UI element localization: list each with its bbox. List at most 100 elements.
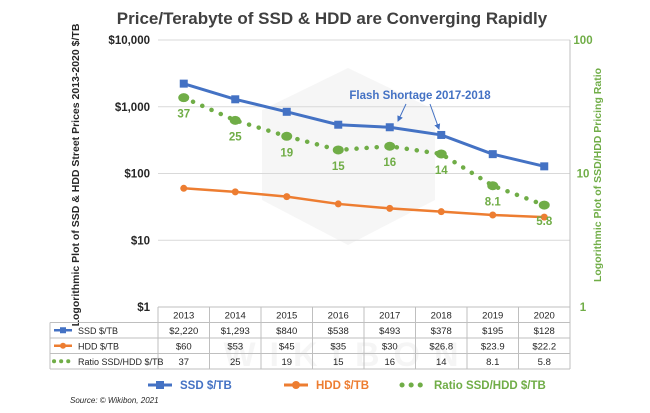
y2-tick-label: 1 — [580, 302, 587, 314]
x-category-label: 2016 — [328, 311, 349, 322]
table-cell: 14 — [436, 357, 447, 368]
table-cell: $493 — [379, 326, 400, 337]
ratio-point — [384, 141, 396, 151]
annotation-label: Flash Shortage 2017-2018 — [349, 90, 491, 102]
y-tick-label: $10 — [131, 235, 150, 247]
table-cell: 15 — [333, 357, 344, 368]
table-cell: 37 — [178, 357, 189, 368]
ratio-point — [281, 131, 293, 141]
legend-key-ssd-marker — [156, 381, 164, 389]
source-note: Source: © Wikibon, 2021 — [70, 396, 159, 405]
ratio-data-label: 25 — [229, 131, 242, 143]
hdd-point — [386, 204, 394, 212]
wikibon-watermark: WIKIBON — [223, 68, 472, 374]
flash-shortage-annotation: Flash Shortage 2017-2018 — [349, 90, 491, 130]
ssd-point — [385, 123, 394, 132]
ssd-point — [437, 130, 446, 139]
table-row-label: SSD $/TB — [78, 326, 118, 336]
table-cell: $195 — [482, 326, 503, 337]
y2-tick-label: 100 — [573, 35, 592, 47]
series-line-hdd — [183, 187, 545, 219]
table-cell: $45 — [279, 341, 295, 352]
table-cell: 5.8 — [538, 357, 551, 368]
table-cell: 19 — [281, 357, 292, 368]
table-cell: $840 — [276, 326, 297, 337]
table-key-hdd-marker — [60, 342, 66, 349]
table-key-ssd-marker — [60, 327, 66, 334]
ratio-point — [229, 115, 241, 125]
left-axis-ticks: $10,000 $1,000 $100 $10 $1 — [108, 35, 150, 314]
legend-key-hdd-marker — [292, 381, 300, 389]
ratio-point — [538, 200, 550, 210]
annotation-arrow-1 — [397, 103, 407, 122]
table-cell: 8.1 — [486, 357, 499, 368]
x-category-label: 2018 — [431, 311, 452, 322]
x-category-label: 2015 — [276, 311, 297, 322]
hdd-point — [540, 213, 548, 221]
svg-text:WIKIBON: WIKIBON — [223, 336, 472, 374]
legend-label: Ratio SSD/HDD $/TB — [434, 380, 546, 392]
right-axis-ticks: 100 10 1 — [573, 35, 592, 314]
ratio-data-label: 5.8 — [536, 216, 553, 228]
y-tick-label: $10,000 — [108, 35, 150, 47]
ratio-point — [332, 145, 344, 155]
x-category-label: 2017 — [379, 311, 400, 322]
hdd-point — [180, 184, 188, 192]
chart-title: Price/Terabyte of SSD & HDD are Convergi… — [117, 9, 548, 28]
x-category-label: 2014 — [225, 311, 246, 322]
plot-series: 37 25 19 15 16 14 8.1 5.8 — [177, 79, 553, 228]
table-cell: $128 — [534, 326, 555, 337]
ratio-data-label: 37 — [177, 109, 190, 121]
hdd-point — [231, 188, 239, 196]
y2-tick-label: 10 — [577, 169, 590, 181]
table-cell: $60 — [176, 341, 192, 352]
ratio-data-label: 14 — [435, 165, 448, 177]
table-cell: $1,293 — [221, 326, 250, 337]
y-tick-label: $100 — [124, 169, 150, 181]
ratio-data-label: 19 — [280, 147, 293, 159]
hdd-point — [334, 200, 342, 208]
gridlines — [158, 39, 570, 241]
legend-label: HDD $/TB — [316, 380, 369, 392]
table-cell: 25 — [230, 357, 241, 368]
x-category-label: 2020 — [534, 311, 555, 322]
ssd-point — [540, 162, 549, 171]
ssd-point — [179, 79, 188, 88]
table-cell: $538 — [328, 326, 349, 337]
x-category-label: 2013 — [173, 311, 194, 322]
left-axis-label: Logorithmic Plot of SSD & HDD Street Pri… — [70, 23, 82, 326]
y-tick-label: $1,000 — [115, 102, 150, 114]
table-cell: $378 — [431, 326, 452, 337]
hdd-point — [437, 208, 445, 216]
ssd-point — [231, 95, 240, 104]
table-cell: $35 — [330, 341, 346, 352]
ratio-point — [178, 93, 190, 103]
table-row-label: HDD $/TB — [78, 341, 119, 351]
series-line-ssd — [183, 82, 545, 168]
table-cell: $23.9 — [481, 341, 505, 352]
ssd-point — [334, 120, 343, 129]
legend-label: SSD $/TB — [180, 380, 232, 392]
table-row-label: Ratio SSD/HDD $/TB — [78, 357, 164, 367]
ssd-point — [282, 107, 291, 116]
right-axis-label: Logorithmic Plot of SSD/HDD Pricing Rati… — [592, 68, 604, 282]
ratio-point — [435, 149, 447, 159]
legend: SSD $/TB HDD $/TB Ratio SSD/HDD $/TB — [148, 380, 546, 392]
table-cell: $53 — [227, 341, 243, 352]
annotation-arrow-2 — [429, 103, 441, 130]
ratio-point — [487, 181, 499, 191]
ratio-data-label: 16 — [383, 157, 396, 169]
hdd-point — [283, 193, 291, 201]
ratio-data-label: 8.1 — [485, 197, 502, 209]
ssd-point — [488, 150, 497, 159]
table-cell: $22.2 — [532, 341, 556, 352]
hdd-point — [489, 211, 497, 219]
x-category-label: 2019 — [482, 311, 503, 322]
table-cell: $30 — [382, 341, 398, 352]
data-table: 2013 2014 2015 2016 2017 2018 2019 2020 SSD $/TB… — [49, 306, 571, 370]
y-tick-label: $1 — [137, 302, 150, 314]
ratio-data-label: 15 — [332, 161, 345, 173]
table-cell: $26.8 — [429, 341, 453, 352]
